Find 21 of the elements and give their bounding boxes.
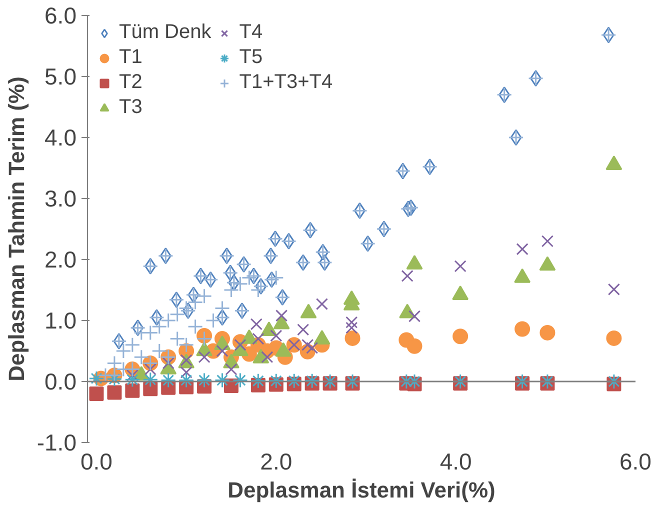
legend-label: T1 — [119, 46, 142, 69]
legend-label: Tüm Denk — [119, 21, 212, 44]
x-tick-label: 4.0 — [440, 448, 472, 474]
y-tick-label: 5.0 — [44, 64, 77, 90]
x-axis-title: Deplasman İstemi Veri(%) — [228, 478, 496, 502]
x-tick-label: 2.0 — [260, 448, 292, 474]
legend-label: T5 — [239, 46, 263, 69]
y-tick-label: -1.0 — [36, 430, 77, 456]
legend-label: T1+T3+T4 — [239, 71, 333, 94]
legend-label: T4 — [239, 21, 263, 44]
legend-label: T3 — [119, 96, 142, 119]
x-tick-label: 6.0 — [620, 448, 652, 474]
y-tick-label: 1.0 — [44, 308, 77, 334]
y-axis-title: Deplasman Tahmin Terim (%) — [4, 76, 29, 382]
x-tick-label: 0.0 — [80, 448, 112, 474]
legend-label: T2 — [119, 71, 142, 94]
y-tick-label: 2.0 — [44, 246, 77, 272]
y-tick-label: 4.0 — [44, 124, 77, 150]
y-tick-label: 3.0 — [44, 186, 77, 212]
y-tick-label: 6.0 — [44, 2, 77, 28]
y-tick-label: 0.0 — [44, 368, 77, 394]
